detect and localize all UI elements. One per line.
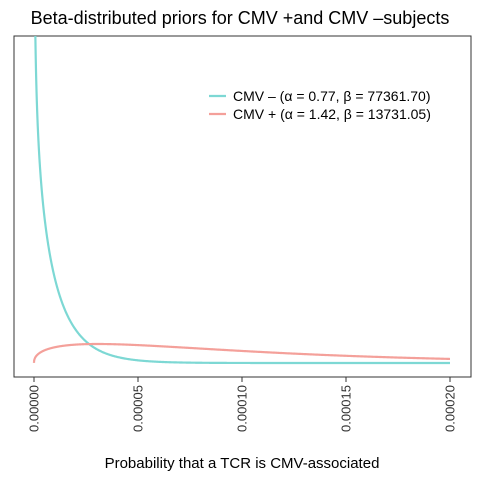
x-tick-label: 0.00000 [27, 385, 42, 432]
chart-title: Beta-distributed priors for CMV +and CMV… [31, 8, 450, 28]
legend: CMV – (α = 0.77, β = 77361.70) CMV + (α … [209, 88, 431, 122]
plot-panel [13, 35, 472, 378]
x-tick-label: 0.00020 [443, 385, 458, 432]
series-layer [32, 36, 451, 365]
x-tick-label: 0.00005 [131, 385, 146, 432]
legend-label-cmv-positive: CMV + (α = 1.42, β = 13731.05) [233, 106, 431, 122]
series-line-cmv-positive [32, 342, 451, 364]
series-line-cmv-negative [34, 36, 450, 365]
x-axis-title: Probability that a TCR is CMV-associated [105, 455, 380, 472]
x-tick-label: 0.00010 [235, 385, 250, 432]
legend-label-cmv-negative: CMV – (α = 0.77, β = 77361.70) [233, 88, 430, 104]
x-axis: 0.00000 0.00005 0.00010 0.00015 0.00020 [27, 377, 458, 432]
x-tick-label: 0.00015 [339, 385, 354, 432]
